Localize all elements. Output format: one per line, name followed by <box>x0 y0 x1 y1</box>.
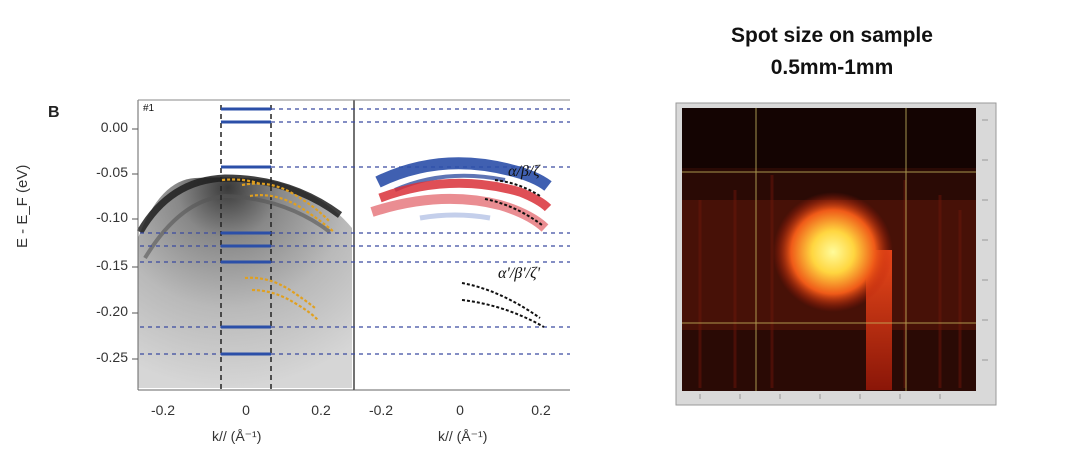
spot-title-line1: Spot size on sample <box>731 24 933 47</box>
band-dispersion-red <box>370 178 552 232</box>
spot-title-line2: 0.5mm-1mm <box>770 56 894 79</box>
fit-curves <box>221 178 335 321</box>
fit-lines-right <box>461 179 545 328</box>
panel-label: B <box>48 104 60 121</box>
k-window-lines <box>220 105 272 390</box>
x-axis-label-left: k// (Å⁻¹) <box>212 428 262 444</box>
y-axis-label: E - E_F (eV) <box>14 164 31 248</box>
spot-image <box>675 102 997 406</box>
band-label-upper: α/β/ζ <box>508 163 540 180</box>
y-tick-label: -0.05 <box>96 164 128 180</box>
frame-label: #1 <box>143 103 155 114</box>
y-tick-label: -0.25 <box>96 349 128 365</box>
x-tick-label-left: -0.2 <box>150 402 176 418</box>
x-tick-label-right: -0.2 <box>368 402 394 418</box>
arpes-intensity-map <box>136 174 352 388</box>
x-tick-label-right: 0 <box>456 402 464 418</box>
y-tick-marks <box>132 128 138 360</box>
x-tick-label-left: 0 <box>242 402 250 418</box>
spot-title: Spot size on sample 0.5mm-1mm <box>700 20 964 84</box>
band-label-lower: α'/β'/ζ' <box>498 265 540 282</box>
y-tick-label: 0.00 <box>100 119 128 135</box>
y-tick-label: -0.10 <box>96 209 128 225</box>
y-tick-label: -0.20 <box>96 303 128 319</box>
y-tick-label: -0.15 <box>96 257 128 273</box>
energy-markers-solid <box>221 107 271 356</box>
x-tick-label-left: 0.2 <box>311 402 331 418</box>
x-axis-label-right: k// (Å⁻¹) <box>438 428 488 444</box>
x-tick-label-right: 0.2 <box>531 402 551 418</box>
